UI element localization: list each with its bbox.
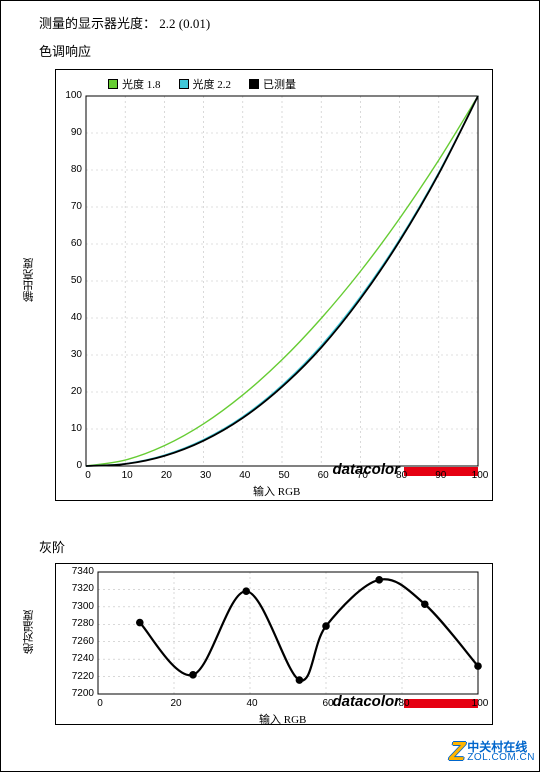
chart1-ylabel: 输出亮度	[21, 258, 37, 302]
chart2-xlabel: 输入 RGB	[259, 711, 306, 727]
chart2-ylabel: 绝对温度	[21, 610, 37, 654]
chart2-box: datacolor 0 20 40 60 80 100 7200 7220 7240 7260 72…	[55, 563, 493, 725]
y-tick-label: 90	[71, 127, 82, 138]
y-tick-label: 0	[76, 460, 82, 471]
y-tick-label: 40	[71, 312, 82, 323]
measured-gamma-text: 测量的显示器光度： 2.2 (0.01)	[39, 13, 210, 32]
legend-item: 光度 1.8	[108, 76, 161, 92]
y-tick-label: 7300	[72, 601, 94, 612]
x-tick-label: 0	[78, 470, 98, 481]
legend-item: 光度 2.2	[179, 76, 232, 92]
y-tick-label: 10	[71, 423, 82, 434]
x-tick-label: 90	[431, 470, 451, 481]
datacolor-brand-text-2: datacolor	[332, 693, 400, 710]
zol-en: ZOL.COM.CN	[467, 753, 535, 763]
legend-swatch	[179, 79, 189, 89]
y-tick-label: 7280	[72, 618, 94, 629]
x-tick-label: 60	[313, 470, 333, 481]
x-tick-label: 70	[352, 470, 372, 481]
x-tick-label: 20	[166, 698, 186, 709]
x-tick-label: 40	[235, 470, 255, 481]
x-tick-label: 80	[394, 698, 414, 709]
chart2-title: 灰阶	[39, 537, 65, 556]
y-tick-label: 50	[71, 275, 82, 286]
legend-swatch	[108, 79, 118, 89]
chart1-svg	[56, 70, 492, 500]
page: 测量的显示器光度： 2.2 (0.01) 色调响应 光度 1.8 光度 2.2 已测…	[0, 0, 540, 772]
x-tick-label: 30	[196, 470, 216, 481]
y-tick-label: 7200	[72, 688, 94, 699]
y-tick-label: 7260	[72, 636, 94, 647]
legend-item: 已测量	[249, 76, 296, 92]
x-tick-label: 100	[470, 698, 490, 709]
y-tick-label: 20	[71, 386, 82, 397]
x-tick-label: 20	[156, 470, 176, 481]
y-tick-label: 100	[65, 90, 82, 101]
y-tick-label: 7340	[72, 566, 94, 577]
legend-label: 已测量	[263, 76, 296, 92]
chart1-xlabel: 输入 RGB	[253, 483, 300, 499]
legend-label: 光度 1.8	[122, 76, 161, 92]
chart1-title: 色调响应	[39, 41, 91, 60]
datacolor-brand-bar-2	[404, 699, 478, 708]
x-tick-label: 80	[392, 470, 412, 481]
chart1-legend: 光度 1.8 光度 2.2 已测量	[108, 76, 314, 94]
zol-cn: 中关村在线	[467, 741, 535, 753]
zol-z-icon: Z	[449, 736, 465, 767]
x-tick-label: 10	[117, 470, 137, 481]
zol-text: 中关村在线 ZOL.COM.CN	[467, 741, 535, 763]
chart1-box: 光度 1.8光度 2.2已测量 datacolor 01020304050607…	[55, 69, 493, 501]
x-tick-label: 60	[318, 698, 338, 709]
y-tick-label: 7240	[72, 653, 94, 664]
legend-swatch	[249, 79, 259, 89]
legend-label: 光度 2.2	[193, 76, 232, 92]
x-tick-label: 50	[274, 470, 294, 481]
x-tick-label: 40	[242, 698, 262, 709]
y-tick-label: 30	[71, 349, 82, 360]
y-tick-label: 7320	[72, 583, 94, 594]
x-tick-label: 0	[90, 698, 110, 709]
y-tick-label: 70	[71, 201, 82, 212]
zol-watermark: Z 中关村在线 ZOL.COM.CN	[449, 736, 535, 767]
y-tick-label: 60	[71, 238, 82, 249]
x-tick-label: 100	[470, 470, 490, 481]
y-tick-label: 80	[71, 164, 82, 175]
y-tick-label: 7220	[72, 671, 94, 682]
